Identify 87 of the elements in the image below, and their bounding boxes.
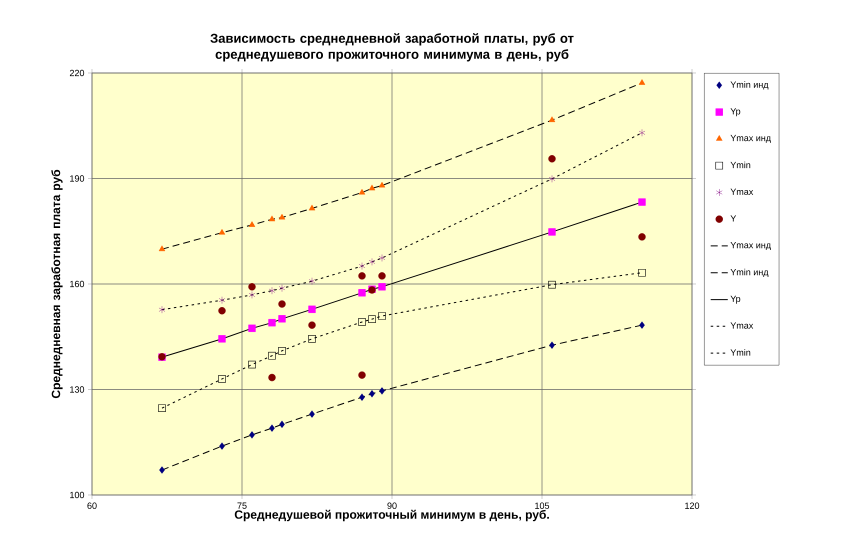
legend-label: Ymin инд [730, 268, 768, 278]
point [268, 374, 276, 382]
point [378, 312, 386, 320]
y-axis-title: Среднедневная заработная плата руб [51, 170, 63, 398]
point [158, 306, 166, 314]
point [218, 296, 226, 304]
point [278, 214, 286, 220]
x-tick-label: 120 [685, 502, 700, 509]
point [368, 315, 376, 323]
point [218, 307, 226, 314]
point [638, 268, 646, 277]
point [378, 254, 386, 262]
point [308, 204, 316, 210]
x-tick-label: 90 [387, 502, 397, 509]
legend-label: Ymax инд [730, 242, 771, 250]
legend-label: Y [730, 215, 736, 222]
point [308, 306, 316, 314]
point [379, 387, 385, 395]
point [358, 371, 366, 379]
point [548, 116, 556, 122]
point [268, 216, 276, 222]
point [218, 228, 226, 235]
point [638, 198, 646, 206]
point [159, 466, 165, 474]
chart-title: Зависимость среднедневной заработной платы, руб от среднедушевого прожиточного минимума в день, руб [210, 33, 574, 62]
legend-label: Ymin [730, 349, 750, 356]
y-tick-label: 130 [70, 386, 84, 393]
point [278, 347, 286, 355]
point [358, 318, 366, 326]
point [548, 155, 556, 163]
point [279, 420, 285, 428]
point [358, 289, 366, 296]
point [358, 188, 366, 195]
y-tick-label: 160 [70, 280, 84, 288]
point [248, 221, 256, 227]
point [548, 280, 556, 288]
point [638, 233, 646, 241]
point [378, 272, 386, 280]
point [308, 321, 316, 329]
legend-label: Yp [730, 108, 740, 116]
point [278, 284, 286, 292]
point [269, 424, 275, 432]
point [218, 375, 226, 383]
point [219, 442, 225, 450]
point [378, 182, 386, 188]
point [548, 228, 556, 236]
x-axis-title: Среднедушевой прожиточный минимум в день, руб. [234, 510, 549, 522]
point [358, 262, 366, 270]
point [278, 315, 286, 323]
x-tick-label: 105 [535, 502, 550, 509]
point [378, 283, 386, 291]
legend-label: Ymin инд [730, 81, 768, 90]
point [218, 335, 226, 343]
point [308, 277, 316, 285]
legend-label: Ymax инд [730, 134, 771, 143]
point [358, 272, 366, 280]
point [248, 291, 256, 299]
point [248, 283, 256, 291]
y-tick-label: 190 [70, 175, 84, 182]
y-tick-label: 100 [70, 492, 84, 498]
point [359, 394, 365, 401]
point [638, 129, 646, 136]
point [158, 245, 166, 252]
legend-label: Ymax [730, 188, 754, 195]
point [308, 335, 316, 343]
point [268, 352, 276, 360]
legend-label: Ymax [730, 322, 754, 329]
point [548, 175, 556, 183]
point [268, 286, 276, 294]
x-tick-label: 60 [87, 502, 97, 509]
point [368, 258, 376, 266]
point [278, 300, 286, 308]
point [369, 390, 375, 398]
point [249, 431, 255, 439]
point [549, 341, 555, 349]
point [309, 410, 315, 418]
legend-label: Ymin [730, 162, 750, 168]
y-tick-label: 220 [70, 70, 84, 76]
point [639, 321, 645, 329]
legend-label: Yp [730, 296, 740, 304]
point [158, 404, 166, 412]
point [638, 79, 646, 85]
x-tick-label: 75 [237, 502, 247, 509]
point [248, 360, 256, 368]
point [268, 318, 276, 326]
point [248, 324, 256, 332]
point [368, 184, 376, 190]
